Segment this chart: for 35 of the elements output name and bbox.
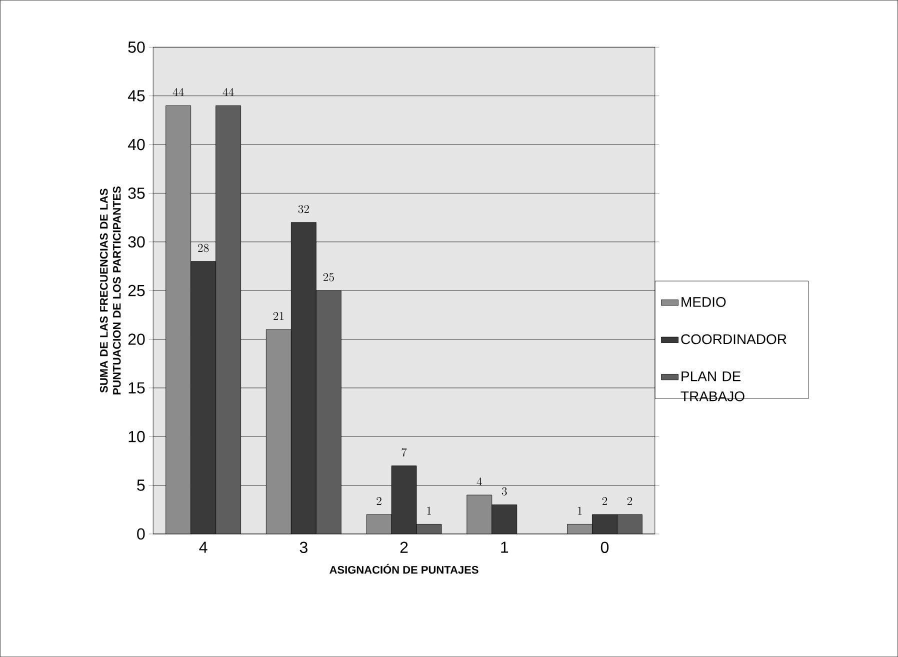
y-tick-label: 40: [128, 138, 145, 150]
data-label: 32: [298, 204, 309, 214]
data-label: 2: [376, 496, 382, 505]
data-label: 7: [402, 448, 407, 456]
y-tick-label: 50: [128, 41, 145, 53]
y-tick-label: 0: [137, 528, 145, 540]
data-label: 2: [627, 496, 632, 505]
x-tick-label: 0: [600, 542, 609, 553]
data-label: 21: [273, 312, 284, 320]
data-label: 28: [198, 244, 209, 252]
y-tick-label: 30: [128, 236, 145, 248]
x-tick-label: 4: [199, 542, 208, 553]
data-label: 2: [602, 496, 608, 505]
y-tick-label: 25: [128, 284, 145, 296]
data-label: 25: [323, 273, 334, 282]
x-axis-title: ASIGNACIÓN DE PUNTAJES: [330, 564, 478, 574]
x-tick-label: 3: [300, 542, 308, 553]
data-label: 44: [222, 88, 234, 96]
y-tick-label: 45: [128, 90, 145, 102]
y-tick-label: 10: [128, 430, 145, 442]
data-label: 1: [578, 506, 582, 515]
data-label: 4: [476, 477, 482, 486]
legend-label: MEDIO: [682, 296, 726, 307]
legend-label: COORDINADOR: [681, 334, 786, 344]
legend-label: PLAN DE TRABAJO: [680, 371, 744, 402]
data-label: 1: [427, 506, 431, 515]
y-tick-label: 15: [128, 382, 145, 394]
y-tick-label: 35: [128, 188, 145, 199]
y-axis-title: SUMA DE LAS FRECUENCIAS DE LAS PUNTUACION DE LOS PARTICIPANTES: [100, 186, 121, 394]
y-tick-label: 5: [137, 480, 145, 491]
x-tick-label: 1: [501, 542, 508, 553]
data-label: 3: [502, 487, 507, 496]
y-tick-label: 20: [128, 334, 145, 345]
data-label: 44: [172, 88, 184, 96]
x-tick-label: 2: [400, 542, 408, 553]
